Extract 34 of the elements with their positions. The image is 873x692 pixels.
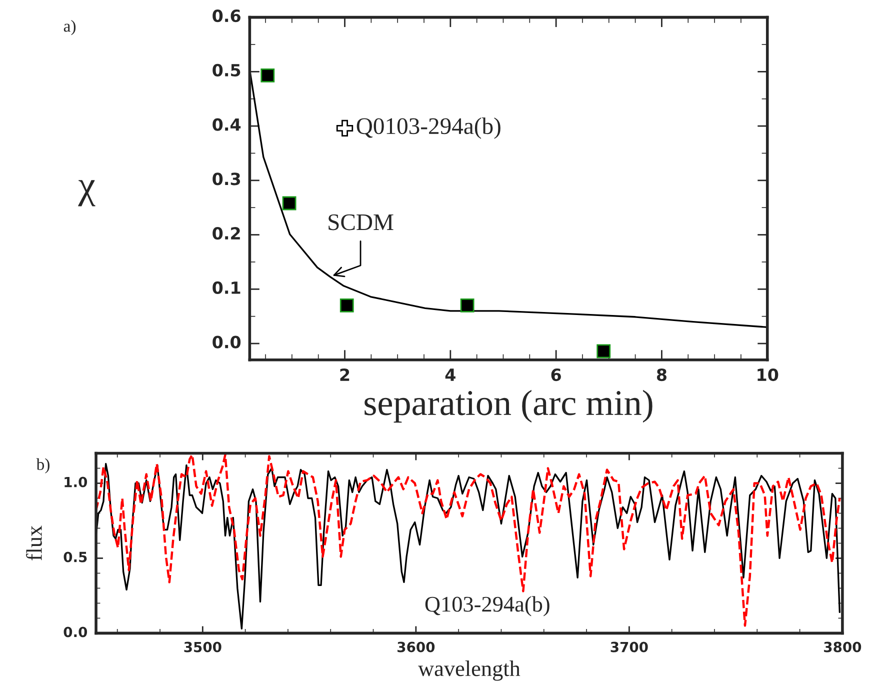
y-tick-label: 0.4 (212, 118, 241, 131)
x-tick-label: 4 (445, 368, 456, 381)
y-tick-label: 0.2 (212, 227, 240, 240)
text: b) (36, 458, 50, 474)
y-tick-label: 0.5 (212, 64, 240, 77)
y-axis-title: χ (78, 180, 96, 206)
annotation: Q0103-294a(b) (356, 118, 500, 139)
y-tick-label: 0.1 (212, 281, 240, 294)
x-axis-title: separation (arc min) (364, 390, 652, 423)
annotation: SCDM (328, 214, 394, 230)
y-tick-label: 0.0 (64, 626, 88, 638)
point (340, 298, 354, 312)
x-tick-label: 8 (656, 368, 666, 382)
x-tick-label: 10 (758, 368, 778, 382)
point (336, 120, 354, 137)
y-axis-title: flux (26, 526, 42, 560)
x-tick-label: 6 (551, 368, 561, 382)
y-tick-label: 0.3 (212, 172, 240, 186)
annotation: Q103-294a(b) (425, 596, 550, 616)
y-tick-label: 1.0 (64, 476, 88, 488)
y-tick-label: 0.5 (64, 552, 87, 562)
x-tick-label: 2 (340, 368, 350, 381)
x-tick-label: 3700 (610, 642, 648, 652)
point (260, 68, 275, 82)
x-tick-label: 3800 (824, 642, 862, 652)
y-tick-label: 0.6 (212, 10, 240, 22)
y-tick-label: 0.0 (212, 336, 241, 348)
x-axis-title: wavelength (418, 660, 520, 681)
x-tick-label: 3600 (398, 642, 435, 652)
point (596, 344, 611, 358)
x-tick-label: 3500 (184, 642, 222, 652)
point (460, 298, 474, 312)
text: a) (64, 20, 76, 36)
point (282, 196, 296, 210)
